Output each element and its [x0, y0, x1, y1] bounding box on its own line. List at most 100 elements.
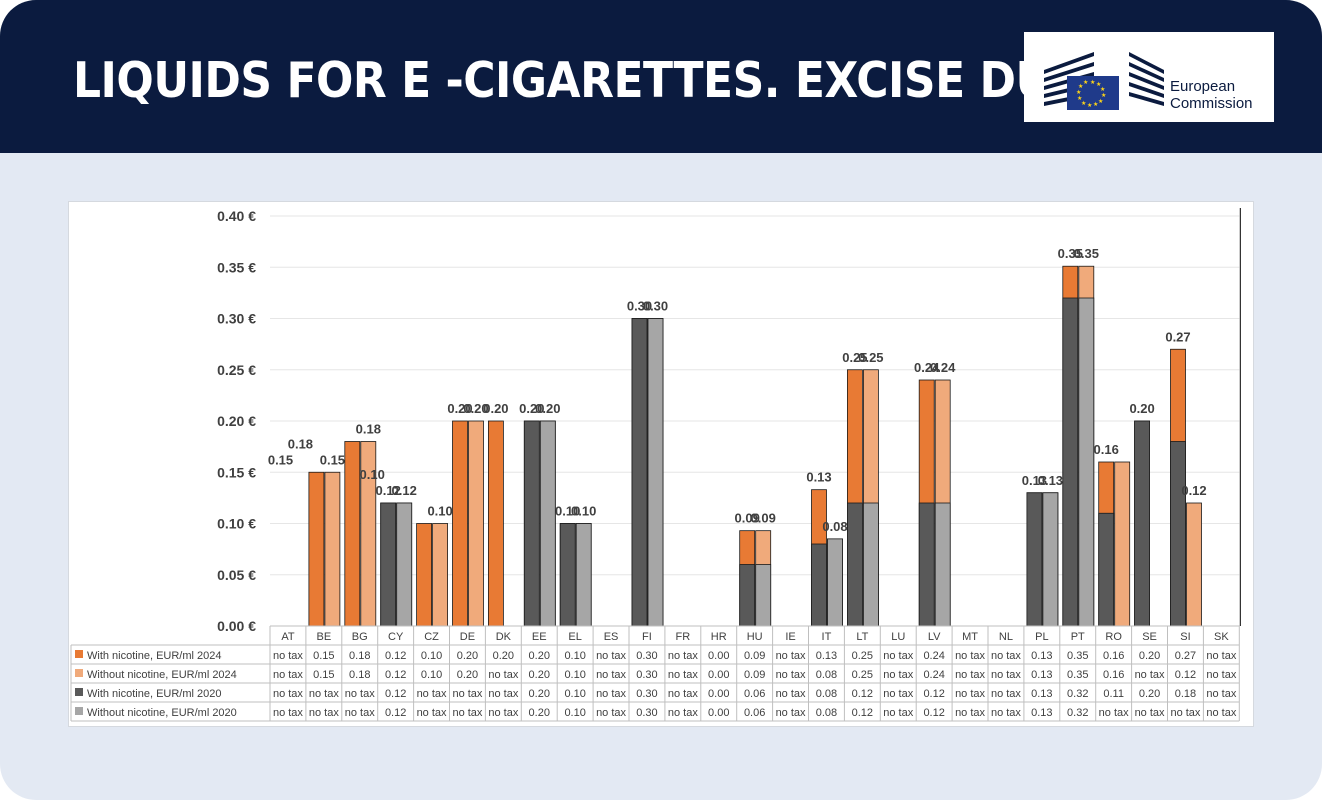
table-cell: 0.32 [1067, 707, 1088, 719]
table-cell: no tax [596, 650, 626, 662]
data-label: 0.20 [519, 401, 544, 416]
table-cell: 0.35 [1067, 669, 1088, 681]
category-label: MT [962, 631, 978, 643]
table-cell: 0.09 [744, 669, 765, 681]
table-cell: no tax [991, 669, 1021, 681]
table-cell: 0.08 [816, 669, 837, 681]
table-cell: 0.06 [744, 688, 765, 700]
data-label: 0.20 [463, 401, 488, 416]
bar-without-nicotine-2020 [1078, 297, 1095, 627]
category-label: SK [1214, 631, 1229, 643]
table-cell: 0.30 [636, 688, 657, 700]
table-cell: 0.20 [493, 650, 514, 662]
table-cell: no tax [1099, 707, 1129, 719]
data-label: 0.15 [320, 452, 345, 467]
category-label: DE [460, 631, 475, 643]
y-tick-label: 0.30 € [217, 311, 256, 327]
table-cell: 0.20 [457, 669, 478, 681]
bar-without-nicotine-2024 [1186, 502, 1202, 627]
data-label: 0.18 [356, 422, 381, 437]
bar-without-nicotine-2020 [396, 502, 413, 627]
data-label: 0.12 [392, 483, 417, 498]
category-label: IE [785, 631, 795, 643]
category-label: SE [1142, 631, 1157, 643]
category-label: LU [891, 631, 905, 643]
table-cell: no tax [991, 650, 1021, 662]
table-cell: no tax [883, 650, 913, 662]
table-cell: 0.30 [636, 669, 657, 681]
table-cell: no tax [1206, 650, 1236, 662]
table-cell: no tax [596, 688, 626, 700]
bar-with-nicotine-2020 [918, 502, 935, 627]
svg-text:★: ★ [1087, 102, 1092, 109]
svg-text:★: ★ [1078, 83, 1083, 90]
table-cell: 0.10 [421, 669, 442, 681]
category-label: ES [604, 631, 619, 643]
category-label: HU [747, 631, 763, 643]
data-label: 0.30 [627, 299, 652, 314]
bar-without-nicotine-2020 [539, 420, 556, 627]
table-cell: 0.30 [636, 707, 657, 719]
table-cell: 0.20 [529, 707, 550, 719]
table-cell: 0.32 [1067, 688, 1088, 700]
table-cell: 0.30 [636, 650, 657, 662]
table-cell: no tax [776, 707, 806, 719]
category-label: HR [711, 631, 727, 643]
legend-swatch [75, 669, 83, 677]
table-cell: no tax [1135, 669, 1165, 681]
table-cell: no tax [452, 707, 482, 719]
excise-duties-chart: 0.00 € 0.05 € 0.10 € 0.15 € 0.20 € 0.25 € 0.30… [70, 208, 1241, 722]
table-cell: no tax [955, 688, 985, 700]
bar-with-nicotine-2024 [308, 471, 325, 627]
table-cell: 0.00 [708, 669, 729, 681]
page-title: LIQUIDS FOR E -CIGARETTES. EXCISE DUTIES [73, 52, 1157, 110]
table-cell: no tax [345, 707, 375, 719]
header-bar: LIQUIDS FOR E -CIGARETTES. EXCISE DUTIES [0, 0, 1322, 153]
data-label: 0.09 [735, 511, 760, 526]
category-label: EL [568, 631, 581, 643]
category-label: AT [281, 631, 295, 643]
ec-emblem-icon: ★ ★★ ★★★ ★★★ ★★★ [1044, 52, 1164, 110]
table-cell: no tax [1206, 688, 1236, 700]
bar-without-nicotine-2020 [575, 523, 592, 627]
logo-line-1: European [1170, 78, 1236, 95]
table-cell: no tax [1206, 669, 1236, 681]
bar-without-nicotine-2020 [827, 538, 843, 627]
bar-with-nicotine-2020 [811, 543, 827, 627]
logo-text: European Commission [1170, 78, 1253, 112]
table-cell: no tax [417, 707, 447, 719]
y-tick-label: 0.25 € [217, 362, 256, 378]
table-cell: 0.16 [1103, 650, 1124, 662]
table-cell: no tax [488, 688, 518, 700]
y-tick-label: 0.15 € [217, 464, 256, 480]
table-cell: 0.24 [923, 669, 944, 681]
table-cell: 0.00 [708, 650, 729, 662]
table-cell: 0.16 [1103, 669, 1124, 681]
category-label: LT [856, 631, 868, 643]
table-cell: no tax [452, 688, 482, 700]
table-cell: 0.08 [816, 707, 837, 719]
svg-text:★: ★ [1093, 101, 1098, 108]
bar-with-nicotine-2020 [1026, 492, 1043, 627]
data-label: 0.15 [268, 452, 293, 467]
svg-text:★: ★ [1100, 86, 1105, 93]
table-cell: no tax [596, 669, 626, 681]
table-cell: no tax [883, 707, 913, 719]
table-cell: 0.06 [744, 707, 765, 719]
series-name: Without nicotine, EUR/ml 2020 [87, 707, 237, 719]
table-cell: 0.12 [385, 707, 406, 719]
data-label: 0.27 [1165, 329, 1190, 344]
table-cell: 0.09 [744, 650, 765, 662]
svg-text:★: ★ [1090, 79, 1095, 86]
bar-without-nicotine-2024 [468, 420, 484, 627]
table-cell: no tax [955, 707, 985, 719]
data-label: 0.25 [858, 350, 883, 365]
european-commission-logo: ★ ★ ★ ★ ★ ★ ★ ★ ★ ★ ★ ★ [1024, 32, 1274, 122]
series-name: Without nicotine, EUR/ml 2024 [87, 669, 237, 681]
table-cell: 0.11 [1103, 688, 1124, 700]
category-label: NL [999, 631, 1013, 643]
table-cell: 0.24 [923, 650, 944, 662]
series-name: With nicotine, EUR/ml 2024 [87, 650, 222, 662]
bar-with-nicotine-2020 [631, 318, 648, 627]
